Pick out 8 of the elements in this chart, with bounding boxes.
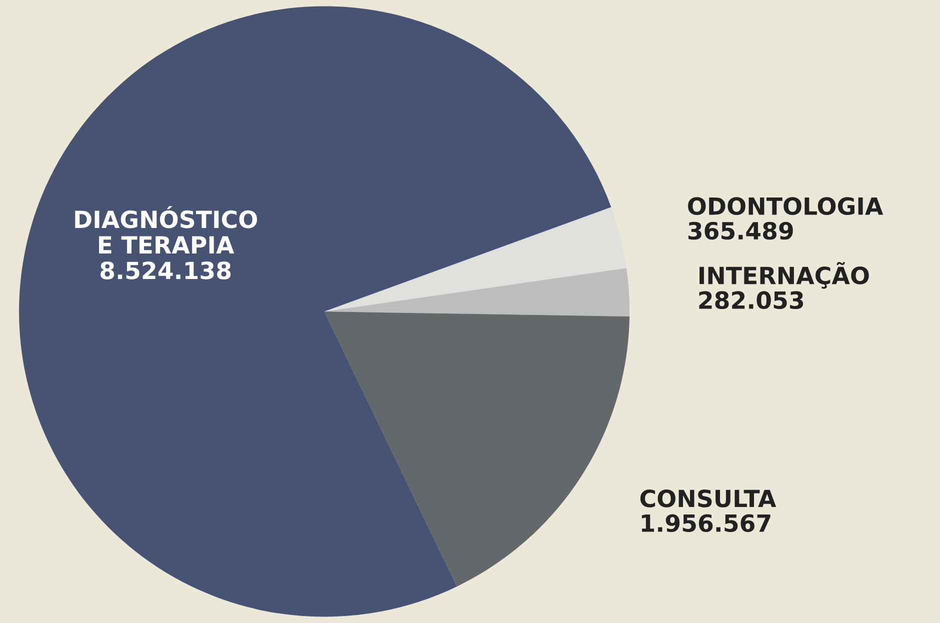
slice-label: CONSULTA	[640, 490, 776, 508]
data-label: 282.053	[699, 291, 804, 310]
data-label: 365.489	[688, 222, 793, 240]
data-label: 1.956.567	[642, 514, 770, 532]
slice-label: ODONTOLOGIA	[688, 197, 884, 216]
slice-label: DIAGNÓSTICO E TERAPIA	[75, 206, 257, 254]
slice-label: INTERNAÇÃO	[700, 262, 869, 289]
data-label: 8.524.138	[100, 262, 231, 280]
